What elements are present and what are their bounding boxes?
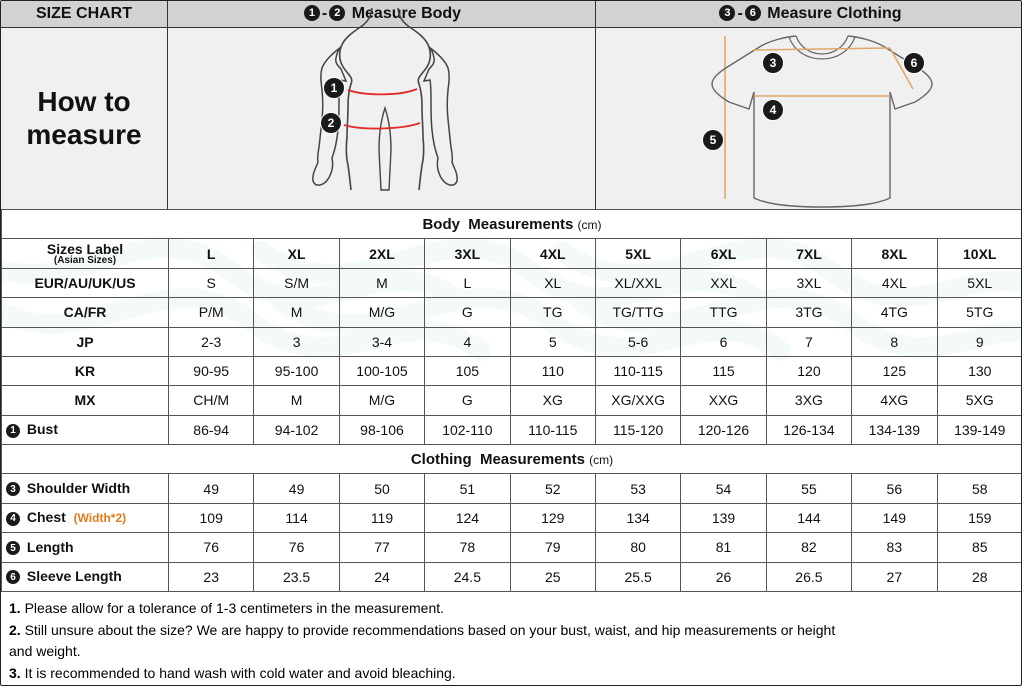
svg-text:4: 4: [770, 103, 777, 117]
svg-text:5: 5: [710, 133, 717, 147]
svg-text:6: 6: [911, 56, 918, 70]
svg-text:3: 3: [770, 56, 777, 70]
